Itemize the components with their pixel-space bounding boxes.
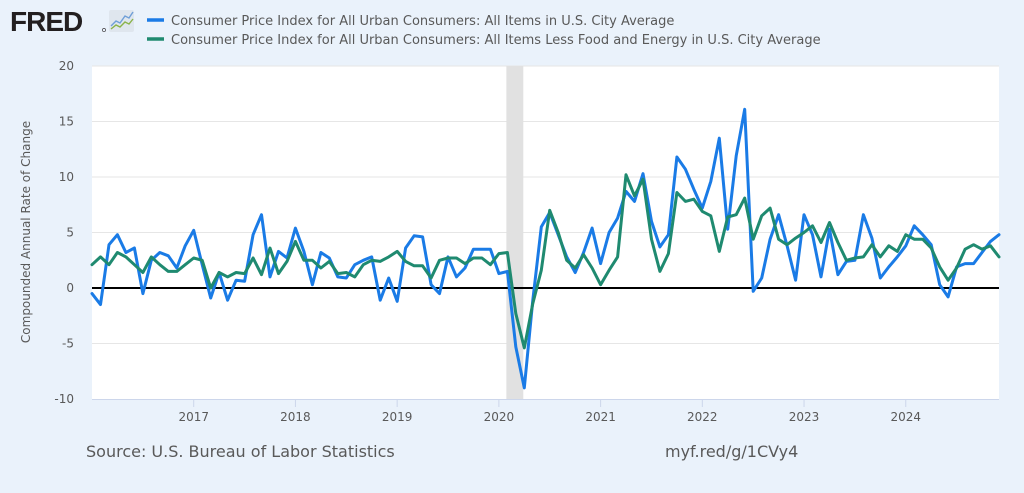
series-line-core[interactable]: [90, 173, 1001, 350]
x-tick-label: 2019: [382, 410, 413, 424]
y-tick-label: -10: [54, 392, 74, 406]
y-tick-label: 0: [66, 281, 74, 295]
legend-label-core: Consumer Price Index for All Urban Consu…: [171, 33, 821, 48]
y-tick-label: -5: [62, 337, 74, 351]
registered-mark-icon: [102, 28, 106, 32]
legend: Consumer Price Index for All Urban Consu…: [147, 14, 821, 48]
y-tick-label: 10: [59, 170, 74, 184]
y-axis-label: Compounded Annual Rate of Change: [19, 121, 33, 343]
recession-shading: [506, 66, 524, 399]
x-tick-label: 2018: [280, 410, 311, 424]
y-tick-label: 5: [66, 226, 74, 240]
series-lines: [90, 107, 1001, 390]
fred-logo[interactable]: FRED: [10, 6, 134, 37]
recession-band: [506, 66, 524, 399]
x-tick-label: 2017: [178, 410, 209, 424]
x-tick-label: 2022: [687, 410, 718, 424]
fred-logo-text: FRED: [10, 6, 83, 37]
legend-item-all-items[interactable]: Consumer Price Index for All Urban Consu…: [147, 14, 674, 29]
y-tick-label: 20: [59, 59, 74, 73]
short-link[interactable]: myf.red/g/1CVy4: [665, 442, 798, 461]
source-text: Source: U.S. Bureau of Labor Statistics: [86, 442, 395, 461]
x-axis: 2017 2018 2019 2020 2021 2022 2023 2024: [92, 399, 999, 424]
x-tick-label: 2023: [789, 410, 820, 424]
x-tick-label: 2020: [484, 410, 515, 424]
legend-item-core[interactable]: Consumer Price Index for All Urban Consu…: [147, 33, 821, 48]
x-tick-label: 2021: [585, 410, 616, 424]
y-tick-label: 15: [59, 115, 74, 129]
sparkline-chart-icon: [109, 10, 134, 32]
x-tick-label: 2024: [890, 410, 921, 424]
legend-label-all-items: Consumer Price Index for All Urban Consu…: [171, 14, 674, 29]
y-axis-ticks: 20 15 10 5 0 -5 -10: [54, 59, 74, 406]
